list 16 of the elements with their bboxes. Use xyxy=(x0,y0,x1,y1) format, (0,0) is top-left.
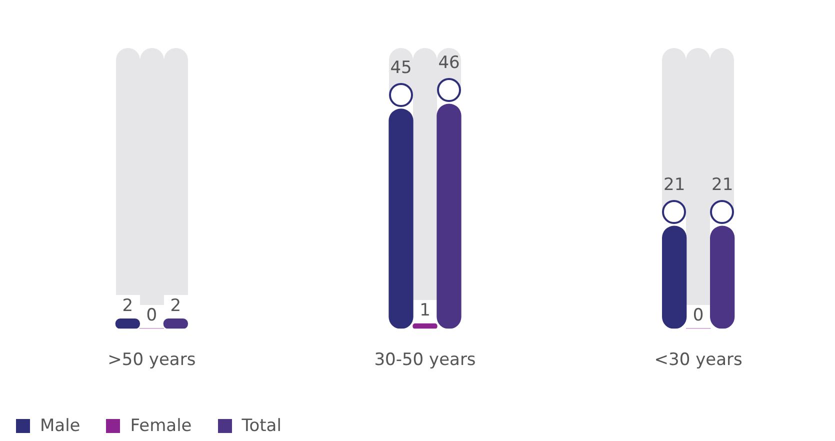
legend-label: Total xyxy=(242,416,282,436)
data-label: 2 xyxy=(122,296,134,316)
data-label: 21 xyxy=(664,175,686,196)
data-label: 0 xyxy=(146,306,158,326)
x-tick-label: <30 years xyxy=(654,350,742,370)
bar xyxy=(412,323,438,329)
data-label: 45 xyxy=(390,58,412,78)
data-label: 46 xyxy=(438,53,460,74)
legend-label: Male xyxy=(40,416,80,436)
x-tick-label: >50 years xyxy=(108,350,196,370)
x-tick-label: 30-50 years xyxy=(374,350,476,370)
data-label: 2 xyxy=(170,296,182,316)
legend-label: Female xyxy=(130,416,192,436)
data-label: 21 xyxy=(712,175,734,196)
data-label: 1 xyxy=(420,300,430,321)
data-label: 0 xyxy=(692,306,704,326)
